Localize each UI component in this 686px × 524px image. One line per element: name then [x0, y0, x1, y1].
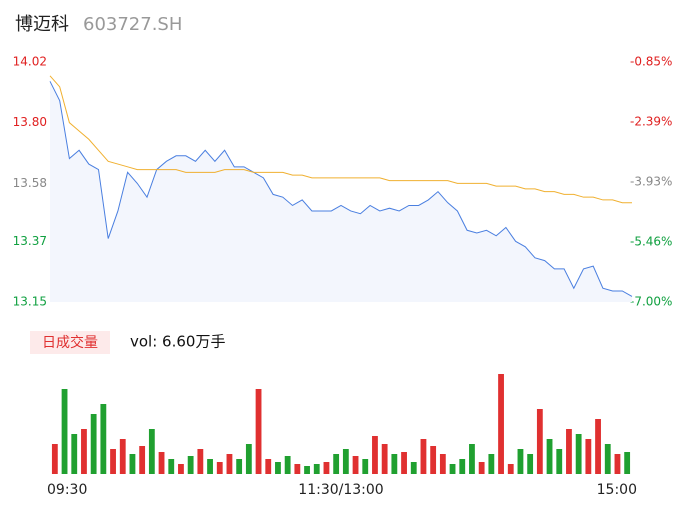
- volume-bar: [100, 404, 107, 474]
- volume-bar: [410, 462, 417, 474]
- volume-bar: [536, 409, 543, 474]
- volume-bar: [624, 452, 631, 474]
- volume-bar: [420, 439, 427, 474]
- stock-code: 603727.SH: [83, 14, 182, 35]
- volume-bar: [119, 439, 126, 474]
- volume-total: vol: 6.60万手: [130, 333, 225, 351]
- y-tick-label: 14.02: [13, 55, 47, 69]
- price-area: [50, 81, 632, 302]
- volume-bar: [226, 454, 233, 474]
- volume-bar: [342, 449, 349, 474]
- volume-bar: [51, 444, 58, 474]
- volume-bar: [498, 374, 504, 474]
- volume-bar: [604, 444, 611, 474]
- volume-bar: [245, 444, 252, 474]
- y2-tick-label: -3.93%: [630, 175, 672, 189]
- volume-bar: [255, 389, 262, 474]
- volume-bar: [459, 459, 466, 474]
- volume-bar: [265, 459, 272, 474]
- volume-bar: [236, 459, 243, 474]
- volume-bar: [507, 464, 514, 474]
- volume-bar: [362, 459, 369, 474]
- volume-bar: [585, 439, 592, 474]
- volume-bar: [566, 429, 572, 474]
- y2-tick-label: -5.46%: [630, 234, 672, 248]
- volume-bar: [546, 439, 553, 474]
- average-line: [49, 75, 632, 204]
- volume-bar: [294, 464, 301, 474]
- volume-bar: [284, 456, 291, 474]
- volume-bar: [372, 436, 378, 474]
- volume-bar: [595, 419, 601, 474]
- volume-bar: [313, 464, 320, 474]
- y2-tick-label: -7.00%: [630, 295, 672, 309]
- volume-bar: [614, 454, 621, 474]
- volume-legend-box: [30, 331, 110, 354]
- volume-bar: [197, 449, 204, 474]
- x-tick-label: 09:30: [47, 482, 87, 498]
- volume-bar: [129, 454, 136, 474]
- volume-bar: [178, 464, 184, 474]
- volume-bar: [158, 452, 165, 474]
- volume-bar: [527, 454, 534, 474]
- volume-bar: [352, 456, 359, 474]
- price-line: [49, 81, 633, 297]
- volume-bar: [304, 466, 310, 474]
- volume-bar: [81, 429, 87, 474]
- y-tick-label: 13.58: [13, 176, 47, 190]
- volume-bar: [439, 454, 446, 474]
- volume-bar: [323, 462, 330, 474]
- volume-bar: [478, 462, 485, 474]
- volume-bar: [61, 389, 68, 474]
- volume-bar: [469, 444, 475, 474]
- volume-bar: [207, 459, 213, 474]
- x-tick-label: 15:00: [597, 482, 637, 498]
- volume-bar: [168, 459, 175, 474]
- volume-bar: [139, 446, 146, 474]
- x-tick-label: 11:30/13:00: [298, 482, 383, 498]
- y2-tick-label: -2.39%: [630, 115, 672, 129]
- volume-bar: [488, 454, 495, 474]
- volume-bar: [110, 449, 116, 474]
- volume-bar: [430, 446, 437, 474]
- volume-bar: [575, 434, 582, 474]
- stock-name: 博迈科: [15, 14, 69, 35]
- volume-bar: [148, 429, 155, 474]
- volume-bar: [449, 464, 456, 474]
- y-tick-label: 13.80: [13, 115, 47, 129]
- volume-bar: [401, 452, 407, 474]
- y2-tick-label: -0.85%: [630, 55, 672, 69]
- volume-bar: [517, 449, 524, 474]
- volume-bar: [216, 462, 223, 474]
- volume-bar: [71, 434, 78, 474]
- y-tick-label: 13.15: [13, 295, 47, 309]
- volume-bar: [391, 454, 398, 474]
- volume-bar: [275, 462, 281, 474]
- volume-bar: [381, 444, 388, 474]
- volume-bar: [333, 454, 340, 474]
- volume-bar: [187, 456, 194, 474]
- volume-bar: [90, 414, 97, 474]
- volume-legend: 日成交量: [42, 334, 98, 351]
- volume-bar: [556, 449, 563, 474]
- y-tick-label: 13.37: [13, 234, 47, 248]
